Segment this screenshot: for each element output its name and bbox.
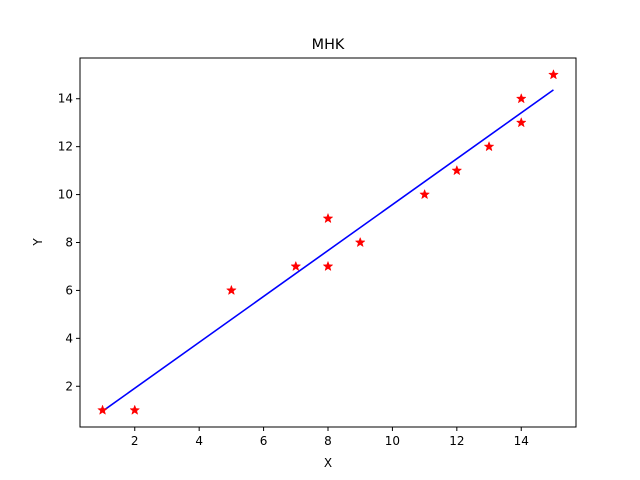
y-axis-label: Y: [31, 238, 45, 247]
y-tick-label: 2: [65, 379, 73, 393]
x-tick-label: 12: [449, 434, 464, 448]
x-tick-label: 14: [514, 434, 529, 448]
plot-area: [80, 58, 576, 427]
fit-line: [102, 89, 554, 412]
x-tick-label: 10: [385, 434, 400, 448]
x-tick-label: 6: [260, 434, 268, 448]
scatter-point: [225, 284, 237, 296]
scatter-point: [322, 212, 334, 224]
scatter-point: [548, 69, 559, 80]
scatter-point: [451, 164, 463, 176]
scatter-point: [129, 404, 141, 415]
y-tick-label: 4: [65, 331, 73, 345]
y-tick-label: 12: [58, 140, 73, 154]
x-tick-label: 4: [195, 434, 203, 448]
y-tick-label: 10: [58, 188, 73, 202]
scatter-series: [97, 69, 559, 415]
chart-title: MHK: [312, 37, 345, 53]
scatter-point: [97, 404, 108, 415]
scatter-point: [483, 140, 495, 152]
y-tick-label: 8: [65, 236, 73, 250]
x-tick-label: 8: [324, 434, 332, 448]
plot-frame: [79, 57, 577, 428]
scatter-point: [515, 116, 527, 128]
y-tick-label: 6: [65, 283, 73, 297]
scatter-point: [290, 260, 302, 272]
scatter-point: [354, 236, 366, 248]
y-tick-label: 14: [58, 92, 73, 106]
scatter-point: [419, 188, 431, 200]
fit-line-series: [102, 89, 554, 412]
scatter-point: [322, 260, 334, 272]
x-tick-label: 2: [131, 434, 139, 448]
y-axis-ticks: 2 4 6 8 10 12 14: [58, 92, 80, 393]
x-axis-label: X: [324, 456, 332, 470]
x-axis-ticks: 2 4 6 8 10 12 14: [131, 427, 529, 448]
scatter-point: [515, 93, 527, 104]
